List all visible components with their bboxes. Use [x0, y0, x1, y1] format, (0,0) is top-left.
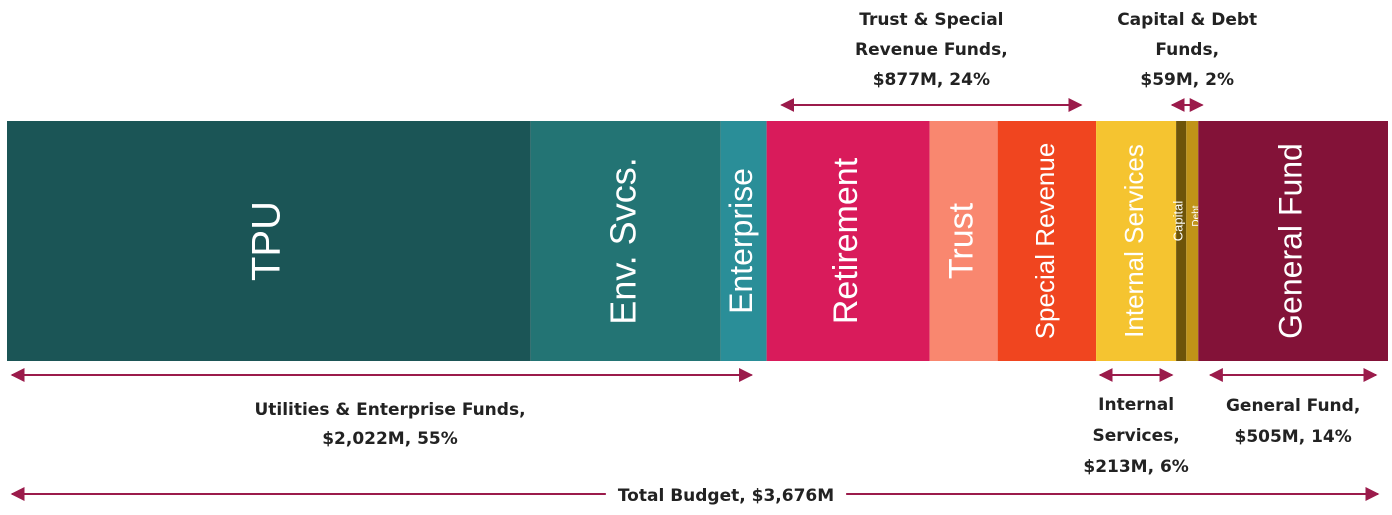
segment-label: Enterprise: [723, 168, 759, 314]
bar-segment: [929, 121, 998, 361]
bar-segment: [997, 121, 1097, 361]
bar-segment: [1198, 121, 1388, 361]
segment-label: Internal Services: [1119, 144, 1149, 338]
annotation: Trust & Special: [859, 10, 1003, 30]
segment-label: General Fund: [1273, 143, 1309, 339]
bar-segment: [1176, 121, 1187, 361]
bar-segment: [7, 121, 531, 361]
segment-label: Env. Svcs.: [602, 157, 643, 324]
bar-segment: [720, 121, 767, 361]
annotation: Utilities & Enterprise Funds,: [254, 400, 525, 420]
annotation: Internal: [1098, 395, 1174, 415]
annotation: $505M, 14%: [1234, 427, 1351, 447]
annotation: Capital & Debt: [1117, 10, 1257, 30]
bar-segment: [766, 121, 930, 361]
annotation: General Fund,: [1226, 396, 1360, 416]
segment-label: TPU: [244, 201, 288, 281]
annotation: $59M, 2%: [1140, 70, 1234, 90]
annotation: $877M, 24%: [873, 70, 990, 90]
segment-label: Debt: [1191, 205, 1202, 226]
segment-label: Special Revenue: [1030, 143, 1060, 340]
annotation: Total Budget, $3,676M: [618, 486, 834, 506]
segment-label: Capital: [1171, 201, 1186, 242]
annotation: Services,: [1092, 426, 1179, 446]
annotation: Funds,: [1155, 40, 1219, 60]
segment-label: Trust: [943, 202, 981, 279]
annotation: $2,022M, 55%: [322, 429, 458, 449]
bar-segment: [530, 121, 721, 361]
segment-label: Retirement: [827, 157, 865, 324]
annotation: Revenue Funds,: [855, 40, 1008, 60]
bar-segment: [1186, 121, 1199, 361]
bar-segment: [1096, 121, 1177, 361]
annotation: $213M, 6%: [1083, 457, 1188, 477]
